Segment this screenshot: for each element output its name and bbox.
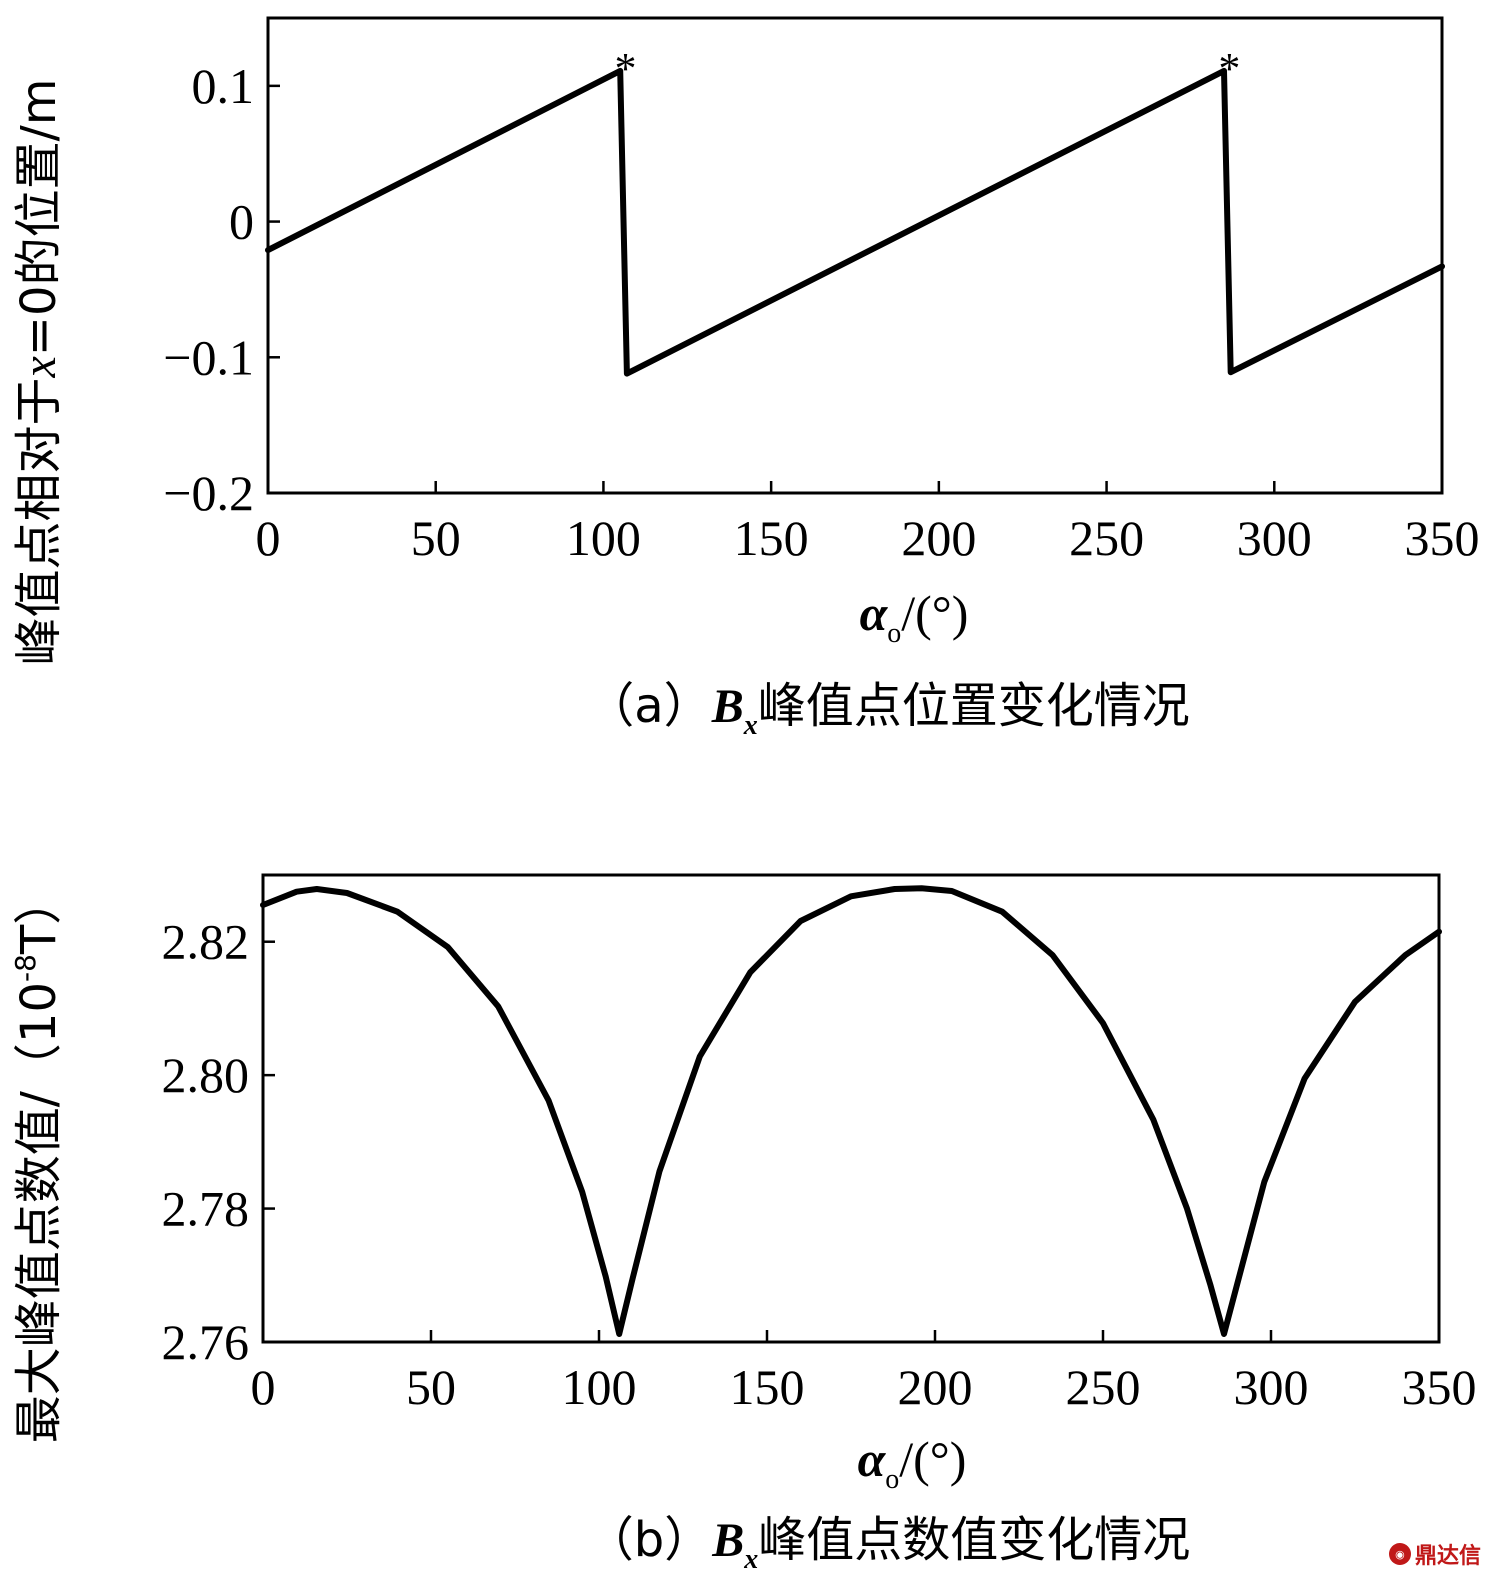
- y-axis-label-b: 最大峰值点数值/（10-8T）: [9, 877, 67, 1444]
- x-tick-label: 200: [898, 1359, 973, 1415]
- x-tick-label: 100: [562, 1359, 637, 1415]
- x-tick-label: 300: [1237, 510, 1312, 566]
- y-axis-label-a-italic: x: [13, 356, 66, 378]
- annotations-a: * *: [615, 44, 1241, 93]
- x-tick-label: 250: [1069, 510, 1144, 566]
- x-axis-subscript-a: o: [887, 618, 901, 649]
- x-tick-label: 350: [1402, 1359, 1477, 1415]
- y-axis-label-a-part: 峰值点相对于: [11, 378, 67, 666]
- y-tick-label: 0: [229, 194, 254, 250]
- caption-b: （b）Bx峰值点数值变化情况: [586, 1512, 1191, 1575]
- x-axis-unit-b: /(°): [899, 1431, 966, 1487]
- caption-b-var: B: [711, 1514, 744, 1567]
- watermark: ◉ 鼎达信: [1388, 1538, 1481, 1570]
- y-tick-label: 2.82: [162, 914, 250, 970]
- plot-frame-a: [266, 16, 1444, 495]
- y-axis-label-a-part: =0的位置/m: [11, 78, 67, 356]
- caption-a-prefix: （a）: [586, 678, 711, 734]
- data-line-a: [265, 67, 1445, 377]
- y-tick-label: −0.2: [163, 465, 254, 521]
- y-tick-label: 2.78: [162, 1181, 250, 1237]
- ticks-a: [266, 84, 1444, 495]
- x-tick-label: 150: [734, 510, 809, 566]
- watermark-text: 鼎达信: [1414, 1544, 1481, 1569]
- x-tick-label: 0: [256, 510, 281, 566]
- x-tick-label: 300: [1234, 1359, 1309, 1415]
- x-axis-label-b: αo/(°): [858, 1431, 967, 1495]
- annotation-marker: *: [615, 44, 637, 93]
- annotation-marker: *: [1218, 44, 1240, 93]
- y-tick-label: 2.76: [162, 1314, 250, 1370]
- plot-frame-b: [261, 873, 1441, 1344]
- caption-b-var-sub: x: [743, 1544, 758, 1575]
- caption-a-var-sub: x: [743, 710, 758, 741]
- y-tick-label: 2.80: [162, 1047, 250, 1103]
- y-axis-label-b-exp: -8: [9, 954, 42, 982]
- x-axis-subscript-b: o: [885, 1464, 899, 1495]
- x-tick-label: 0: [251, 1359, 276, 1415]
- caption-a: （a）Bx峰值点位置变化情况: [586, 678, 1189, 741]
- caption-b-suffix: 峰值点数值变化情况: [758, 1512, 1190, 1568]
- x-axis-label-a: αo/(°): [860, 585, 969, 649]
- x-tick-label: 200: [901, 510, 976, 566]
- y-axis-label-b-main: 最大峰值点数值/（10: [11, 982, 67, 1443]
- x-axis-unit-a: /(°): [901, 585, 968, 641]
- ticks-b: [261, 940, 1441, 1344]
- caption-a-suffix: 峰值点位置变化情况: [758, 678, 1190, 734]
- x-axis-symbol-a: α: [860, 585, 889, 641]
- y-tick-label: −0.1: [163, 329, 254, 385]
- x-tick-label: 150: [730, 1359, 805, 1415]
- caption-a-var: B: [711, 680, 744, 733]
- chart-panel-b: 最大峰值点数值/（10-8T） 0 50 100 150 200 250 300 350 2.7…: [9, 873, 1477, 1575]
- tick-labels-a: 0 50 100 150 200 250 300 350 −0.2 −0.1 0 0.1: [163, 58, 1479, 566]
- chart-panel-a: 峰值点相对于x=0的位置/m 0 50 100 150 200 250 300 350−0.2…: [11, 16, 1480, 741]
- x-tick-label: 350: [1405, 510, 1480, 566]
- y-axis-label-a: 峰值点相对于x=0的位置/m: [11, 78, 67, 665]
- x-axis-symbol-b: α: [858, 1431, 887, 1487]
- caption-b-prefix: （b）: [586, 1512, 712, 1568]
- tick-labels-b: 0 50 100 150 200 250 300 350 2.76 2.78 2.80 2.82: [162, 914, 1477, 1415]
- x-tick-label: 50: [411, 510, 461, 566]
- y-axis-label-b-unit: T）: [11, 877, 67, 955]
- y-tick-label: 0.1: [192, 58, 255, 114]
- x-tick-label: 50: [406, 1359, 456, 1415]
- data-line-b: [260, 885, 1442, 1337]
- x-tick-label: 250: [1066, 1359, 1141, 1415]
- ding-logo-icon: ◉: [1388, 1543, 1411, 1565]
- x-tick-label: 100: [566, 510, 641, 566]
